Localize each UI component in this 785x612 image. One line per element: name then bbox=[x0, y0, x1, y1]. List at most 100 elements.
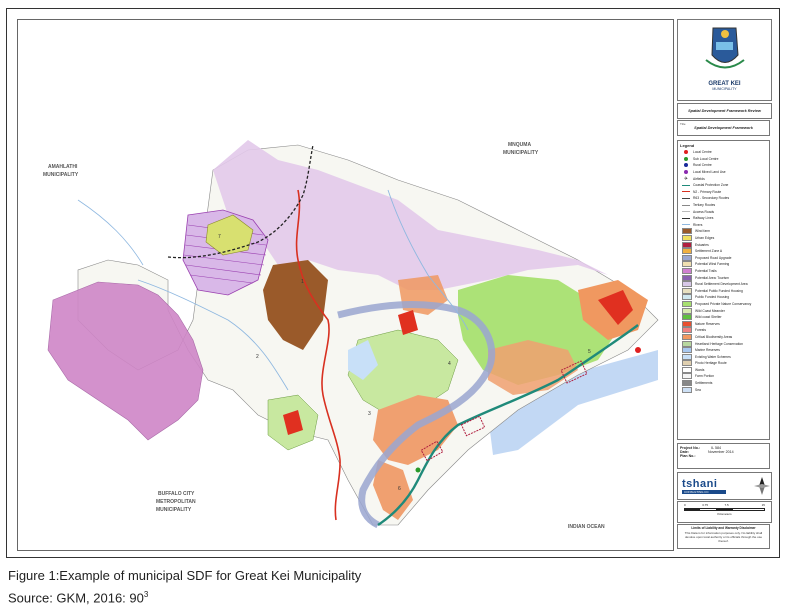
legend-swatch bbox=[682, 254, 692, 261]
scale-tick: 7.5 bbox=[724, 503, 729, 507]
company-sub: CONSULTING CC bbox=[682, 490, 726, 494]
legend-swatch bbox=[682, 191, 690, 193]
legend-swatch bbox=[682, 248, 692, 255]
source-superscript: 3 bbox=[143, 590, 149, 599]
legend-swatch bbox=[682, 333, 692, 340]
legend-label: Rivers bbox=[693, 222, 703, 227]
legend-label: Wards bbox=[695, 367, 705, 372]
legend-label: Wind farm bbox=[695, 229, 711, 234]
legend-swatch bbox=[682, 360, 692, 367]
title-box: Title Spatial Development Framework bbox=[677, 120, 770, 136]
legend-label: Railway Lines bbox=[693, 216, 714, 221]
municipality-crest-icon bbox=[705, 27, 745, 69]
map-area[interactable]: AMAHLATHI MUNICIPALITY MNQUMA MUNICIPALI… bbox=[17, 19, 674, 551]
legend-label: Potential Wind Farming bbox=[695, 262, 730, 267]
scale-ticks: 0 3.75 7.5 15 bbox=[678, 502, 771, 508]
estuary-box-3 bbox=[420, 440, 444, 462]
scale-tick: 3.75 bbox=[702, 503, 708, 507]
nature-reserve-2 bbox=[398, 310, 418, 335]
legend-item: Heartland Heritage Conservation bbox=[680, 340, 767, 347]
legend-item: Wind farm bbox=[680, 228, 767, 235]
legend-swatch bbox=[682, 307, 692, 314]
legend-label: Photo Heritage Route bbox=[695, 361, 727, 366]
proposed-road-upgrade bbox=[337, 301, 496, 529]
buffalo-label-3: MUNICIPALITY bbox=[156, 507, 192, 513]
legend-swatch bbox=[682, 340, 692, 347]
legend-swatch bbox=[682, 287, 692, 294]
source-caption: Source: GKM, 2016: 903 bbox=[8, 590, 148, 605]
legend-item: N2 - Primary Route bbox=[680, 189, 767, 196]
legend-item: Rural Centre bbox=[680, 162, 767, 169]
mnquma-label-2: MUNICIPALITY bbox=[503, 150, 539, 156]
legend-item: Sub Local Centre bbox=[680, 156, 767, 163]
river-1 bbox=[137, 279, 289, 391]
scale-box: 0 3.75 7.5 15 Kilometers bbox=[677, 501, 772, 523]
legend-item: Potential Trails bbox=[680, 267, 767, 275]
scale-tick: 0 bbox=[684, 503, 686, 507]
urban-edge-area bbox=[205, 214, 254, 256]
date-label: Date: bbox=[680, 450, 689, 454]
legend-item: Existing Water Schemes bbox=[680, 353, 767, 360]
disclaimer-text: This Data is for information purposes on… bbox=[684, 531, 763, 543]
legend-item: Critical Biodiversity Areas bbox=[680, 333, 767, 341]
legend-swatch bbox=[682, 347, 692, 354]
north-arrow-icon bbox=[754, 477, 770, 495]
legend-item: R63 - Secondary Routes bbox=[680, 195, 767, 202]
legend-label: Airfields bbox=[693, 176, 705, 181]
legend-item: Local Centre bbox=[680, 149, 767, 156]
legend-item: Proposed Private Nature Conservancy bbox=[680, 300, 767, 308]
ward-label: 3 bbox=[368, 411, 371, 417]
coastal-protection-line bbox=[377, 324, 639, 526]
legend-label: R63 - Secondary Routes bbox=[693, 196, 730, 201]
ward-label: 7 bbox=[218, 234, 221, 240]
legend-label: Nature Reserves bbox=[695, 321, 720, 326]
river-2 bbox=[387, 189, 469, 331]
legend-swatch bbox=[682, 380, 692, 387]
legend-item: Sea bbox=[680, 386, 767, 393]
legend-swatch bbox=[684, 150, 688, 155]
legend-item: Estuaries bbox=[680, 241, 767, 248]
legend-item: Rivers bbox=[680, 222, 767, 229]
legend-title: Legend bbox=[680, 143, 695, 148]
legend-label: Tertiary Routes bbox=[693, 203, 716, 208]
ward-label: 6 bbox=[398, 486, 401, 492]
legend-item: Rural Settlement Development Area bbox=[680, 281, 767, 288]
legend-swatch bbox=[682, 267, 692, 274]
legend-label: Marine Reserves bbox=[695, 348, 720, 353]
mnquma-label-1: MNQUMA bbox=[508, 142, 531, 148]
legend-swatch bbox=[682, 211, 690, 213]
western-pink-area bbox=[47, 281, 204, 441]
legend-label: Wild coast Shelter bbox=[695, 315, 722, 320]
critical-biodiversity-5 bbox=[373, 460, 413, 520]
legend-swatch bbox=[682, 217, 690, 219]
project-title-box: Spatial Development Framework Review bbox=[677, 103, 772, 119]
legend-label: Potential Area: Tourism bbox=[695, 275, 729, 280]
legend-item: Railway Lines bbox=[680, 215, 767, 222]
legend-label: Farm Portion bbox=[695, 374, 715, 379]
legend-label: Proposed Private Nature Conservancy bbox=[695, 301, 752, 306]
legend-swatch bbox=[684, 170, 688, 175]
project-title: Spatial Development Framework Review bbox=[688, 109, 761, 113]
legend-swatch bbox=[682, 204, 690, 206]
company-box: tshani CONSULTING CC bbox=[677, 472, 772, 500]
legend-item: Local Mixed Land Use bbox=[680, 169, 767, 176]
legend-item: Potential Area: Tourism bbox=[680, 274, 767, 281]
legend-label: Critical Biodiversity Areas bbox=[695, 334, 733, 339]
buffalo-label-1: BUFFALO CITY bbox=[158, 491, 195, 497]
legend-label: Existing Water Schemes bbox=[695, 354, 731, 359]
legend-item: Wards bbox=[680, 366, 767, 374]
map-frame: AMAHLATHI MUNICIPALITY MNQUMA MUNICIPALI… bbox=[6, 8, 780, 558]
legend-item: Potential Public Funded Housing bbox=[680, 287, 767, 294]
legend-swatch bbox=[684, 156, 688, 161]
legend-label: Local Centre bbox=[693, 150, 712, 155]
title-label: Title bbox=[680, 122, 686, 126]
project-no: IL 584 bbox=[711, 446, 722, 450]
legend-swatch bbox=[682, 241, 692, 248]
legend-swatch bbox=[682, 274, 692, 281]
legend-label: Coastal Protection Zone bbox=[693, 183, 729, 188]
legend-label: Potential Public Funded Housing bbox=[695, 288, 743, 293]
legend-swatch bbox=[682, 228, 692, 235]
water-scheme bbox=[348, 340, 378, 380]
legend-label: Wild Coast Meander bbox=[695, 308, 725, 313]
project-no-label: Project No.: bbox=[680, 446, 701, 450]
